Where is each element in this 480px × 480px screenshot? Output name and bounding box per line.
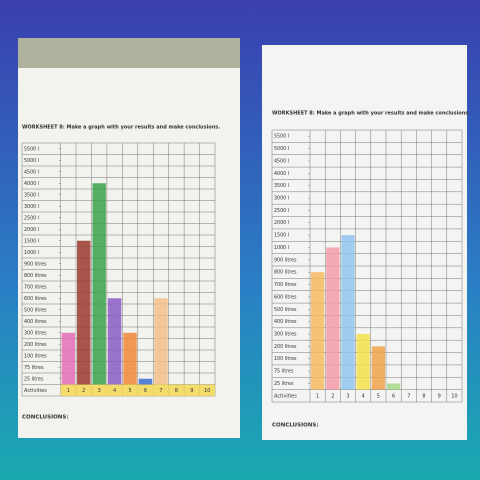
y-tick-label: 3000 l [274, 196, 289, 202]
x-axis-label: Activities [274, 393, 297, 399]
y-tick-label: 100 litres [274, 356, 297, 362]
bar [356, 334, 370, 390]
bar [61, 332, 76, 385]
x-tick-label: 2 [331, 393, 334, 399]
y-tick-label: 1500 l [24, 238, 39, 244]
y-tick-label: 75 litres [274, 369, 294, 375]
y-tick-label: 2000 l [24, 227, 39, 233]
y-tick-label: 300 litres [274, 332, 297, 338]
x-axis-label: Activities [24, 388, 47, 394]
y-tick-label: 300 litres [24, 330, 47, 336]
footer: CONCLUSIONS: [272, 423, 319, 429]
y-tick-label: 1000 l [274, 245, 289, 251]
x-tick-label: 1 [316, 393, 319, 399]
x-tick-label: 8 [422, 393, 425, 399]
x-tick-label: 2 [82, 388, 85, 394]
bar [311, 272, 325, 390]
bar [387, 383, 401, 390]
x-tick-label: 8 [175, 388, 178, 394]
x-tick-label: 5 [377, 393, 380, 399]
bar [77, 240, 91, 385]
bar [371, 346, 385, 390]
y-tick-label: 3500 l [274, 183, 289, 189]
y-tick-label: 400 litres [24, 319, 47, 325]
x-tick-label: 7 [159, 388, 162, 394]
y-tick-label: 600 litres [274, 294, 297, 300]
y-tick-label: 25 litres [274, 381, 294, 387]
y-tick-label: 4000 l [274, 171, 289, 177]
bar [92, 183, 106, 385]
y-tick-label: 600 litres [24, 296, 47, 302]
y-tick-label: 25 litres [24, 376, 44, 382]
y-tick-label: 5500 l [274, 134, 289, 140]
x-tick-label: 6 [392, 393, 395, 399]
y-tick-label: 2000 l [274, 220, 289, 226]
x-tick-label: 3 [346, 393, 349, 399]
y-tick-label: 2500 l [24, 215, 39, 221]
y-tick-label: 4500 l [274, 158, 289, 164]
y-tick-label: 500 litres [274, 307, 297, 313]
y-tick-label: 800 litres [274, 270, 297, 276]
y-tick-label: 200 litres [24, 342, 47, 348]
y-tick-label: 4000 l [24, 181, 39, 187]
title: WORKSHEET 8: Make a graph with your resu… [22, 125, 220, 131]
x-tick-label: 7 [407, 393, 410, 399]
y-tick-label: 4500 l [24, 169, 39, 175]
x-tick-label: 5 [128, 388, 131, 394]
x-tick-label: 3 [98, 388, 101, 394]
y-tick-label: 800 litres [24, 273, 47, 279]
y-tick-label: 900 litres [274, 257, 297, 263]
y-tick-label: 700 litres [24, 284, 47, 290]
x-tick-label: 4 [113, 388, 116, 394]
y-tick-label: 1000 l [24, 250, 39, 256]
y-tick-label: 100 litres [24, 353, 47, 359]
y-tick-label: 500 litres [24, 307, 47, 313]
y-tick-label: 5500 l [24, 146, 39, 152]
y-tick-label: 900 litres [24, 261, 47, 267]
x-tick-label: 4 [362, 393, 365, 399]
bar [154, 298, 168, 385]
worksheet: WORKSHEET 8: Make a graph with your resu… [271, 111, 470, 429]
x-tick-label: 9 [190, 388, 193, 394]
y-tick-label: 3000 l [24, 204, 39, 210]
bar [326, 247, 340, 390]
bar [123, 332, 137, 385]
shadow [18, 38, 240, 68]
x-tick-label: 1 [67, 388, 70, 394]
y-tick-label: 400 litres [274, 319, 297, 325]
title: WORKSHEET 8: Make a graph with your resu… [272, 111, 470, 117]
y-tick-label: 3500 l [24, 192, 39, 198]
y-tick-label: 5000 l [24, 158, 39, 164]
bar [107, 298, 122, 385]
y-tick-label: 200 litres [274, 344, 297, 350]
y-tick-label: 2500 l [274, 208, 289, 214]
y-tick-label: 700 litres [274, 282, 297, 288]
x-tick-label: 6 [144, 388, 147, 394]
bar [341, 235, 355, 390]
y-tick-label: 75 litres [24, 365, 44, 371]
x-tick-label: 10 [451, 393, 457, 399]
y-tick-label: 1500 l [274, 233, 289, 239]
bar [138, 378, 153, 385]
worksheet: WORKSHEET 8: Make a graph with your resu… [21, 125, 220, 421]
y-tick-label: 5000 l [274, 146, 289, 152]
footer: CONCLUSIONS: [22, 415, 69, 421]
x-tick-label: 10 [204, 388, 210, 394]
x-tick-label: 9 [438, 393, 441, 399]
axis-strip [60, 384, 215, 396]
